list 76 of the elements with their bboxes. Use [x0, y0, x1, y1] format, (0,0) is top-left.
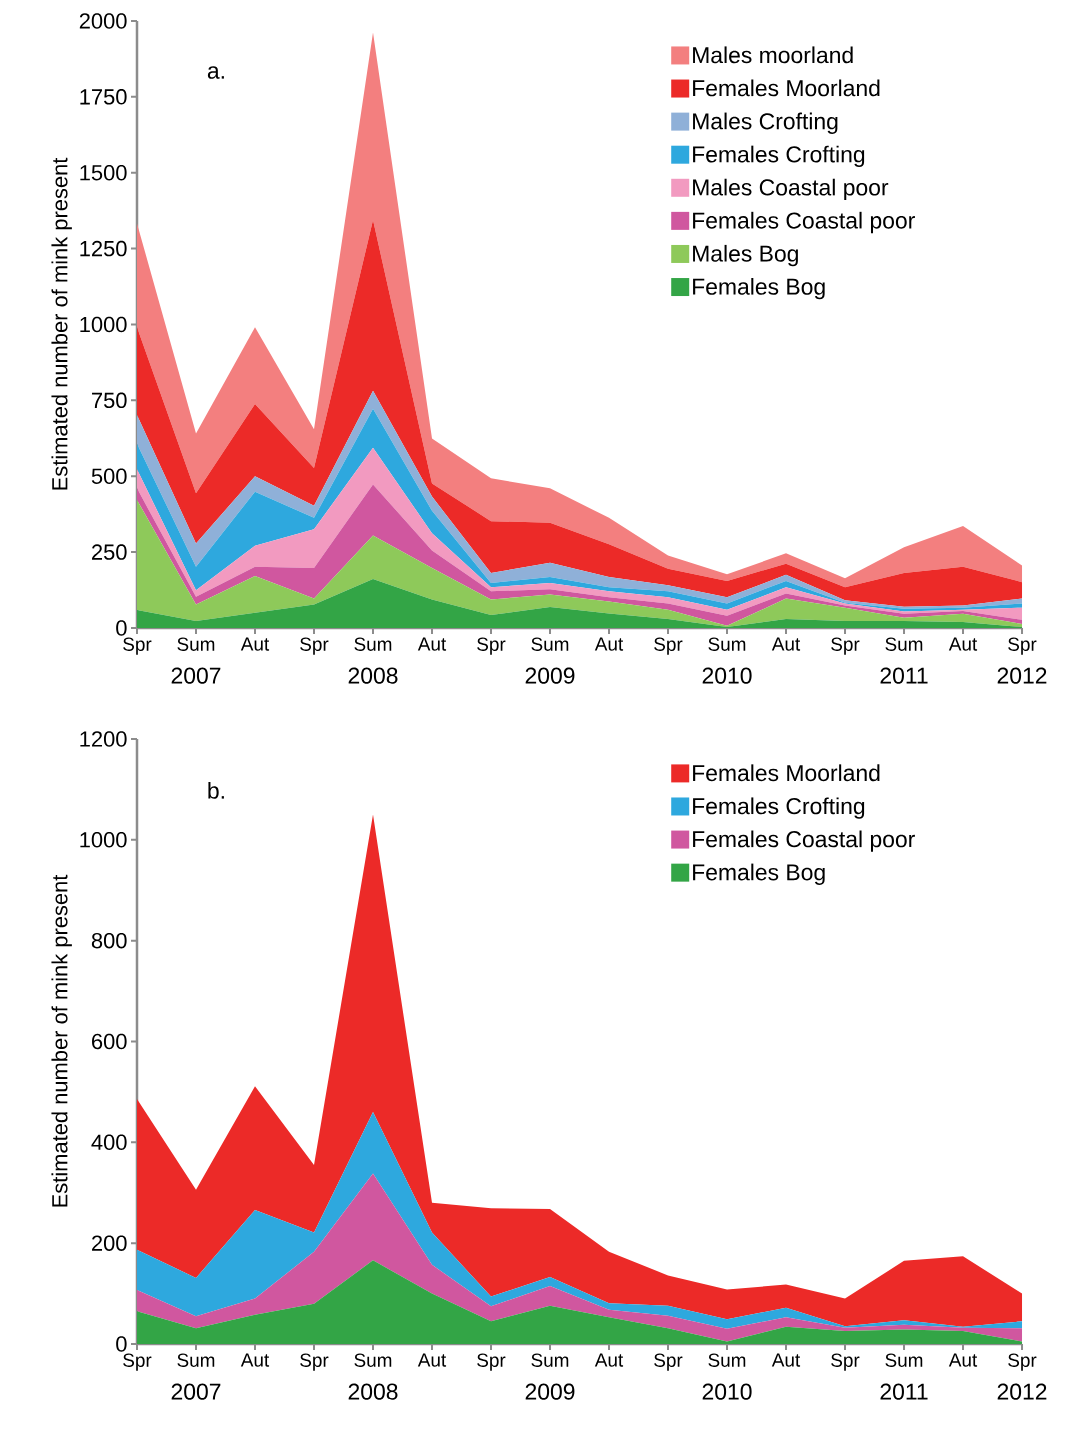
y-tick-label: 2000 — [79, 13, 127, 29]
y-tick-label: 400 — [91, 1134, 127, 1151]
text: 2009 — [525, 1383, 575, 1400]
text: 2010 — [702, 1383, 752, 1400]
x-tick-label: Spr — [654, 637, 683, 655]
x-tick-label: Aut — [594, 1353, 624, 1367]
text: a. — [207, 66, 224, 79]
x-tick-label: Spr — [1008, 637, 1037, 655]
x-tick-label: Sum — [885, 637, 923, 651]
x-tick-label: Sum — [354, 1353, 392, 1367]
legend-label: Males Coastal poor — [693, 178, 889, 201]
y-tick-label: 1250 — [80, 240, 127, 257]
x-tick-label: Spr — [123, 637, 152, 655]
legend-label: Females Coastal poor — [693, 211, 915, 234]
text: 2008 — [348, 1383, 398, 1400]
x-tick-label: Spr — [831, 1353, 860, 1371]
y-tick-label: 1200 — [80, 731, 127, 747]
x-tick-label: Aut — [240, 637, 270, 651]
text: 2009 — [525, 667, 575, 684]
x-tick-label: Spr — [1008, 1353, 1037, 1371]
y-tick-label: 600 — [92, 1033, 127, 1050]
x-tick-label: Sum — [354, 637, 392, 651]
legend-label: Males Crofting — [693, 112, 838, 134]
x-tick-label: Aut — [417, 637, 447, 651]
x-tick-label: Sum — [531, 637, 569, 651]
x-tick-label: Spr — [123, 1353, 152, 1371]
x-tick-label: Aut — [948, 637, 978, 651]
legend-label: Females Moorland — [693, 79, 880, 97]
x-tick-label: Spr — [654, 1353, 683, 1371]
x-tick-label: Spr — [300, 637, 329, 655]
legend-label: Females Crofting — [693, 145, 865, 168]
y-tick-label: 750 — [92, 392, 127, 409]
x-tick-label: Aut — [948, 1353, 978, 1367]
x-tick-label: Sum — [531, 1353, 569, 1367]
x-tick-label: Sum — [708, 637, 746, 651]
text: b. — [208, 781, 224, 799]
x-tick-label: Spr — [300, 1353, 329, 1371]
y-tick-label: 0 — [116, 1336, 127, 1352]
x-tick-label: Aut — [240, 1353, 270, 1367]
text: 2007 — [171, 1383, 221, 1400]
text: 2010 — [702, 667, 752, 684]
x-tick-label: Sum — [177, 1353, 215, 1367]
x-tick-label: Aut — [417, 1353, 447, 1367]
y-tick-label: 1750 — [80, 89, 127, 105]
x-tick-label: Aut — [771, 637, 801, 651]
legend-label: Females Crofting — [693, 797, 865, 819]
x-tick-label: Spr — [477, 1353, 506, 1371]
y-tick-label: 1500 — [80, 164, 127, 181]
y-axis-title: Estimated number of mink present — [51, 157, 72, 490]
y-axis-title: Estimated number of mink present — [51, 874, 72, 1207]
x-tick-label: Aut — [771, 1353, 801, 1367]
y-tick-label: 0 — [116, 620, 127, 636]
legend-label: Males moorland — [693, 46, 853, 64]
legend-label: Females Bog — [693, 863, 825, 885]
legend-label: Females Bog — [693, 277, 825, 300]
legend-label: Females Moorland — [693, 764, 880, 782]
x-tick-label: Sum — [885, 1353, 923, 1367]
y-tick-label: 200 — [92, 1235, 127, 1251]
x-tick-label: Spr — [477, 637, 506, 655]
y-tick-label: 500 — [91, 468, 127, 484]
x-tick-label: Spr — [831, 637, 860, 655]
legend-label: Females Coastal poor — [693, 830, 915, 852]
text: 2008 — [348, 667, 398, 684]
y-tick-label: 800 — [91, 932, 127, 949]
text: 2011 — [880, 1383, 928, 1400]
y-tick-label: 1000 — [80, 832, 127, 848]
text: 2011 — [880, 667, 928, 684]
y-tick-label: 250 — [92, 544, 127, 560]
x-tick-label: Aut — [594, 637, 624, 651]
legend-label: Males Bog — [693, 244, 798, 267]
text: 2007 — [171, 667, 221, 684]
y-tick-label: 1000 — [80, 316, 127, 333]
text: 2012 — [997, 667, 1047, 684]
x-tick-label: Sum — [177, 637, 215, 651]
text: 2012 — [997, 1383, 1047, 1400]
x-tick-label: Sum — [708, 1353, 746, 1367]
